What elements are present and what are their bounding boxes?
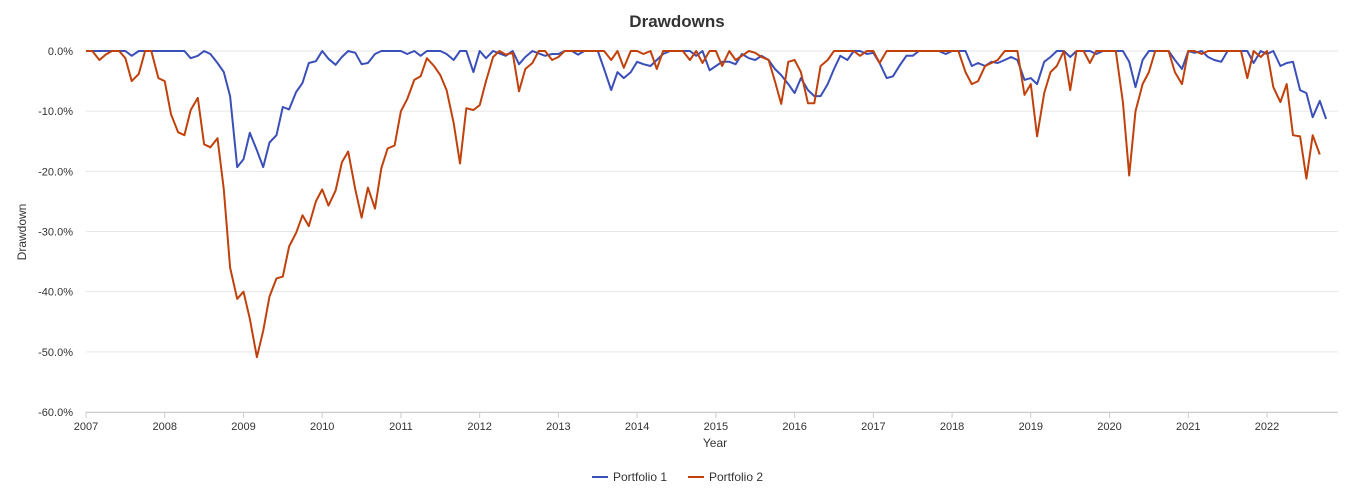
legend-item-2[interactable]: Portfolio 2 [688,470,763,484]
x-tick-label: 2017 [861,421,885,433]
x-tick-label: 2014 [625,421,649,433]
series-lines [86,50,1328,359]
x-tick-label: 2016 [782,421,806,433]
y-tick-label: -60.0% [38,407,73,419]
legend: Portfolio 1 Portfolio 2 [592,470,763,484]
x-tick-label: 2018 [940,421,964,433]
y-tick-label: -40.0% [38,287,73,299]
x-tick-label: 2010 [310,421,334,433]
legend-item-1[interactable]: Portfolio 1 [592,470,667,484]
x-tick-label: 2020 [1097,421,1121,433]
y-tick-label: 0.0% [48,46,73,58]
x-tick-label: 2011 [389,421,413,433]
x-tick-label: 2013 [546,421,570,433]
x-tick-label: 2022 [1255,421,1279,433]
y-tick-label: -20.0% [38,166,73,178]
chart-title: Drawdowns [629,12,724,31]
y-tick-label: -50.0% [38,347,73,359]
x-tick-label: 2012 [467,421,491,433]
x-tick-label: 2009 [231,421,255,433]
legend-label: Portfolio 1 [613,470,667,484]
x-axis-label: Year [703,436,727,450]
legend-label: Portfolio 2 [709,470,763,484]
y-axis-label: Drawdown [15,204,29,261]
x-axis-ticks: 2007 2008 2009 2010 2011 2012 2013 2014 2015 2016… [74,412,1279,433]
x-tick-label: 2015 [704,421,728,433]
series-line-1 [86,50,1328,169]
y-tick-label: -10.0% [38,106,73,118]
y-tick-label: -30.0% [38,227,73,239]
gridlines [86,50,1338,413]
x-tick-label: 2021 [1176,421,1200,433]
series-line-2 [86,50,1321,359]
y-axis-ticks: 0.0% -10.0% -20.0% -30.0% -40.0% -50.0% -60.0% [38,46,73,419]
x-tick-label: 2019 [1019,421,1043,433]
x-tick-label: 2007 [74,421,98,433]
x-tick-label: 2008 [152,421,176,433]
